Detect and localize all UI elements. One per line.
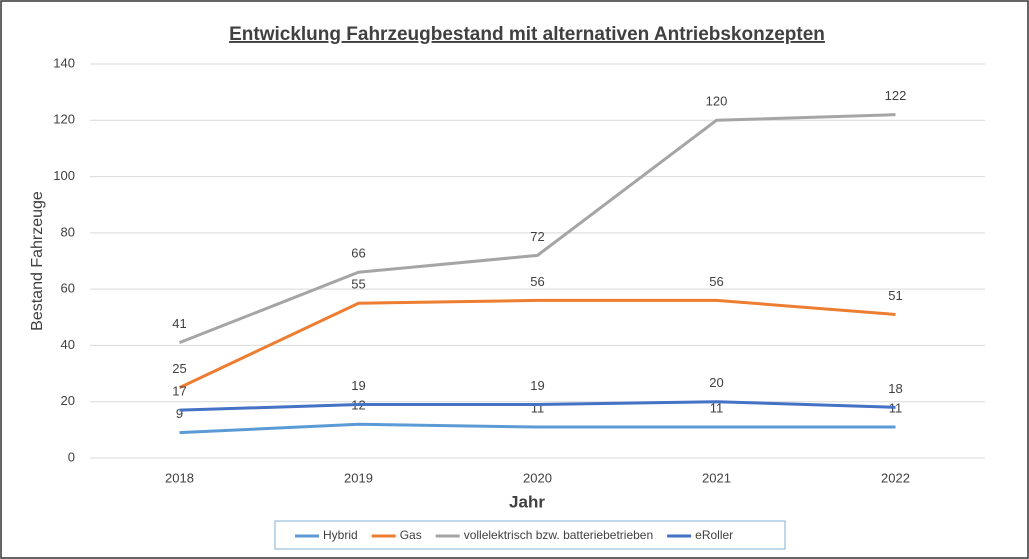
data-label: 19 <box>530 378 544 393</box>
y-tick-label: 0 <box>68 449 75 464</box>
y-tick-label: 140 <box>53 55 75 70</box>
data-label: 11 <box>710 400 724 415</box>
data-label: 55 <box>351 277 365 292</box>
data-label: 17 <box>172 384 186 399</box>
data-label: 41 <box>172 316 186 331</box>
data-label: 66 <box>351 246 365 261</box>
y-tick-label: 40 <box>61 337 75 352</box>
y-tick-label: 120 <box>53 112 75 127</box>
legend-label: Gas <box>400 528 422 542</box>
data-label: 25 <box>172 361 186 376</box>
data-label: 51 <box>888 288 902 303</box>
data-label: 11 <box>531 400 545 415</box>
x-tick-label: 2021 <box>702 470 731 485</box>
series-line <box>179 400 896 412</box>
data-label: 56 <box>530 274 544 289</box>
legend-label: vollelektrisch bzw. batteriebetrieben <box>464 528 653 542</box>
data-label: 19 <box>351 378 365 393</box>
chart-title: Entwicklung Fahrzeugbestand mit alternat… <box>229 24 825 45</box>
y-tick-label: 80 <box>61 224 75 239</box>
legend-label: eRoller <box>695 528 733 542</box>
data-label: 122 <box>885 88 907 103</box>
x-tick-label: 2018 <box>165 470 194 485</box>
legend-box <box>274 520 786 550</box>
data-label: 56 <box>709 274 723 289</box>
x-tick-label: 2020 <box>523 470 552 485</box>
data-label: 20 <box>709 375 723 390</box>
y-tick-label: 100 <box>53 168 75 183</box>
x-tick-label: 2022 <box>881 470 910 485</box>
x-axis-label: Jahr <box>509 492 545 511</box>
data-label: 18 <box>888 381 902 396</box>
data-label: 11 <box>889 400 903 415</box>
series-line <box>178 113 896 345</box>
y-axis-label: Bestand Fahrzeuge <box>29 191 46 331</box>
data-label: 120 <box>706 94 728 109</box>
y-tick-label: 60 <box>61 281 75 296</box>
y-tick-label: 20 <box>61 393 75 408</box>
x-tick-label: 2019 <box>344 470 373 485</box>
series-line <box>178 298 896 389</box>
data-label: 72 <box>530 229 544 244</box>
series-line <box>179 422 896 435</box>
legend-label: Hybrid <box>323 528 358 542</box>
data-label: 9 <box>176 406 183 421</box>
